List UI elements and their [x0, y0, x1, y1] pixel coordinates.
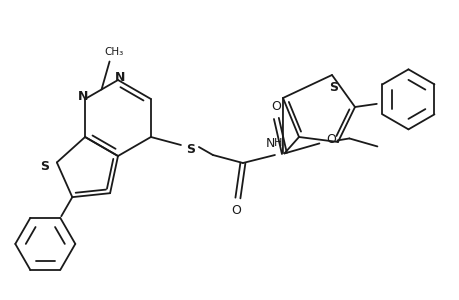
- Text: CH₃: CH₃: [104, 46, 123, 56]
- Text: S: S: [186, 142, 195, 155]
- Text: N: N: [266, 136, 275, 149]
- Text: O: O: [326, 133, 336, 146]
- Text: N: N: [115, 70, 125, 83]
- Text: H: H: [273, 138, 281, 148]
- Text: S: S: [329, 80, 338, 94]
- Text: O: O: [230, 203, 241, 217]
- Text: N: N: [78, 89, 88, 103]
- Text: S: S: [40, 160, 49, 173]
- Text: O: O: [271, 100, 281, 113]
